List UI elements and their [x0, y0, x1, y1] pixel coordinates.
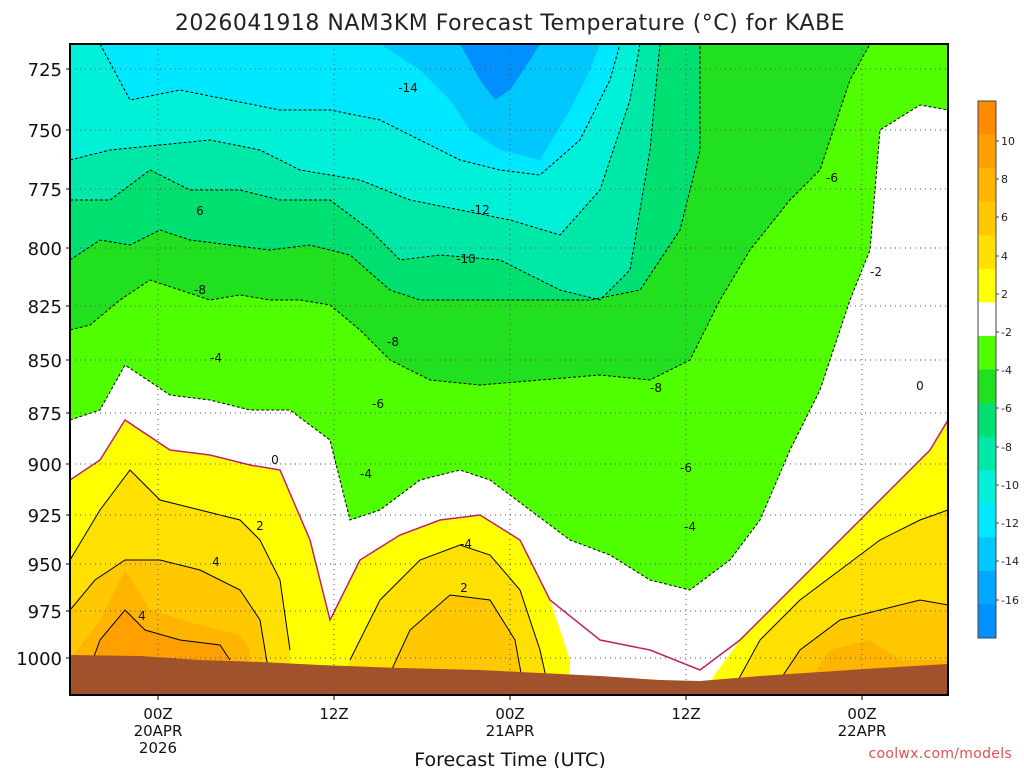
colorbar-label: 2	[1001, 288, 1008, 301]
chart-title: 2026041918 NAM3KM Forecast Temperature (…	[175, 11, 845, 36]
colorbar-label: -6	[1001, 402, 1012, 415]
contour-label: 2	[256, 519, 264, 533]
contour-label: -12	[470, 203, 490, 217]
contour-label: -2	[870, 265, 882, 279]
band-minus16-minus14	[380, 44, 600, 160]
colorbar-swatch	[978, 537, 996, 572]
y-tick-label: 750	[28, 121, 62, 142]
contour-label: 4	[138, 609, 146, 623]
colorbar-label: 8	[1001, 173, 1008, 186]
colorbar-swatch	[978, 268, 996, 303]
colorbar-swatch	[978, 503, 996, 538]
plot-frame	[69, 43, 949, 696]
y-tick-label: 725	[28, 60, 62, 81]
colorbar: 10 8 6 4 2 -2 -4 -6 -8 -10 -12 -14 -16	[977, 100, 1019, 639]
colorbar-swatch	[978, 335, 996, 370]
x-tick-label: 00Z	[495, 705, 524, 723]
x-tick-label: 00Z	[143, 705, 172, 723]
y-tick-label: 950	[28, 555, 62, 576]
colorbar-label: -8	[1001, 441, 1012, 454]
contour-label: -6	[826, 171, 838, 185]
colorbar-swatch	[978, 201, 996, 236]
colorbar-swatch	[978, 134, 996, 169]
contour-label: -6	[680, 461, 692, 475]
contour-label: 2	[460, 581, 468, 595]
contour-label: -8	[650, 381, 662, 395]
negative-contours	[70, 44, 948, 591]
contour-label: -4	[460, 537, 472, 551]
contour-label: 0	[916, 379, 924, 393]
contour-label: 4	[212, 555, 220, 569]
colorbar-swatch	[978, 436, 996, 471]
x-tick-label: 20APR	[134, 722, 183, 740]
y-tick-label: 800	[28, 239, 62, 260]
y-axis: 725 750 775 800 825 850 875 900 925 950 975 1000	[16, 60, 70, 670]
y-tick-label: 775	[28, 180, 62, 201]
colorbar-swatch	[978, 369, 996, 404]
colorbar-swatch	[978, 570, 996, 605]
x-tick-label: 00Z	[847, 705, 876, 723]
credit-text: coolwx.com/models	[868, 746, 1012, 762]
contour-label: 0	[271, 453, 279, 467]
colorbar-swatch	[978, 168, 996, 203]
colorbar-swatch	[978, 302, 996, 337]
colorbar-label: -10	[1001, 479, 1019, 492]
y-tick-label: 875	[28, 404, 62, 425]
grid	[70, 44, 948, 695]
contour-labels: -14 -12 -10 -8 -8 -6 -6 -4 -4 -4 -2 0 0 2 4 6 -8 -6 -4 2 4	[138, 81, 924, 623]
contour-label: -4	[684, 520, 696, 534]
contour-label: -8	[387, 335, 399, 349]
contour-label: -14	[398, 81, 418, 95]
x-tick-label: 22APR	[838, 722, 887, 740]
colorbar-swatch	[978, 403, 996, 438]
y-tick-label: 850	[28, 351, 62, 372]
contour-label: 6	[196, 204, 204, 218]
band-below-minus16	[460, 44, 540, 100]
colorbar-label: 6	[1001, 211, 1008, 224]
colorbar-swatch	[978, 101, 996, 136]
x-tick-label: 2026	[139, 739, 177, 757]
colorbar-swatch	[978, 470, 996, 505]
plot-area	[70, 44, 948, 695]
y-tick-label: 900	[28, 455, 62, 476]
ground-surface	[70, 655, 948, 695]
contour-label: -10	[456, 252, 476, 266]
colorbar-label: -14	[1001, 555, 1019, 568]
colorbar-label: -4	[1001, 364, 1012, 377]
colorbar-label: 10	[1001, 135, 1015, 148]
y-tick-label: 925	[28, 506, 62, 527]
colorbar-swatch	[978, 604, 996, 639]
x-tick-label: 21APR	[486, 722, 535, 740]
colorbar-label: -12	[1001, 517, 1019, 530]
colorbar-label: 4	[1001, 250, 1008, 263]
x-tick-label: 12Z	[671, 705, 700, 723]
colorbar-label: -2	[1001, 326, 1012, 339]
x-tick-label: 12Z	[319, 705, 348, 723]
contour-label: -8	[194, 283, 206, 297]
y-tick-label: 975	[28, 602, 62, 623]
x-axis-label: Forecast Time (UTC)	[414, 749, 605, 768]
y-tick-label: 825	[28, 297, 62, 318]
colorbar-label: -16	[1001, 594, 1019, 607]
contour-label: -4	[210, 351, 222, 365]
contour-label: -4	[360, 467, 372, 481]
colorbar-swatch	[978, 235, 996, 270]
y-tick-label: 1000	[16, 649, 62, 670]
contour-label: -6	[372, 397, 384, 411]
